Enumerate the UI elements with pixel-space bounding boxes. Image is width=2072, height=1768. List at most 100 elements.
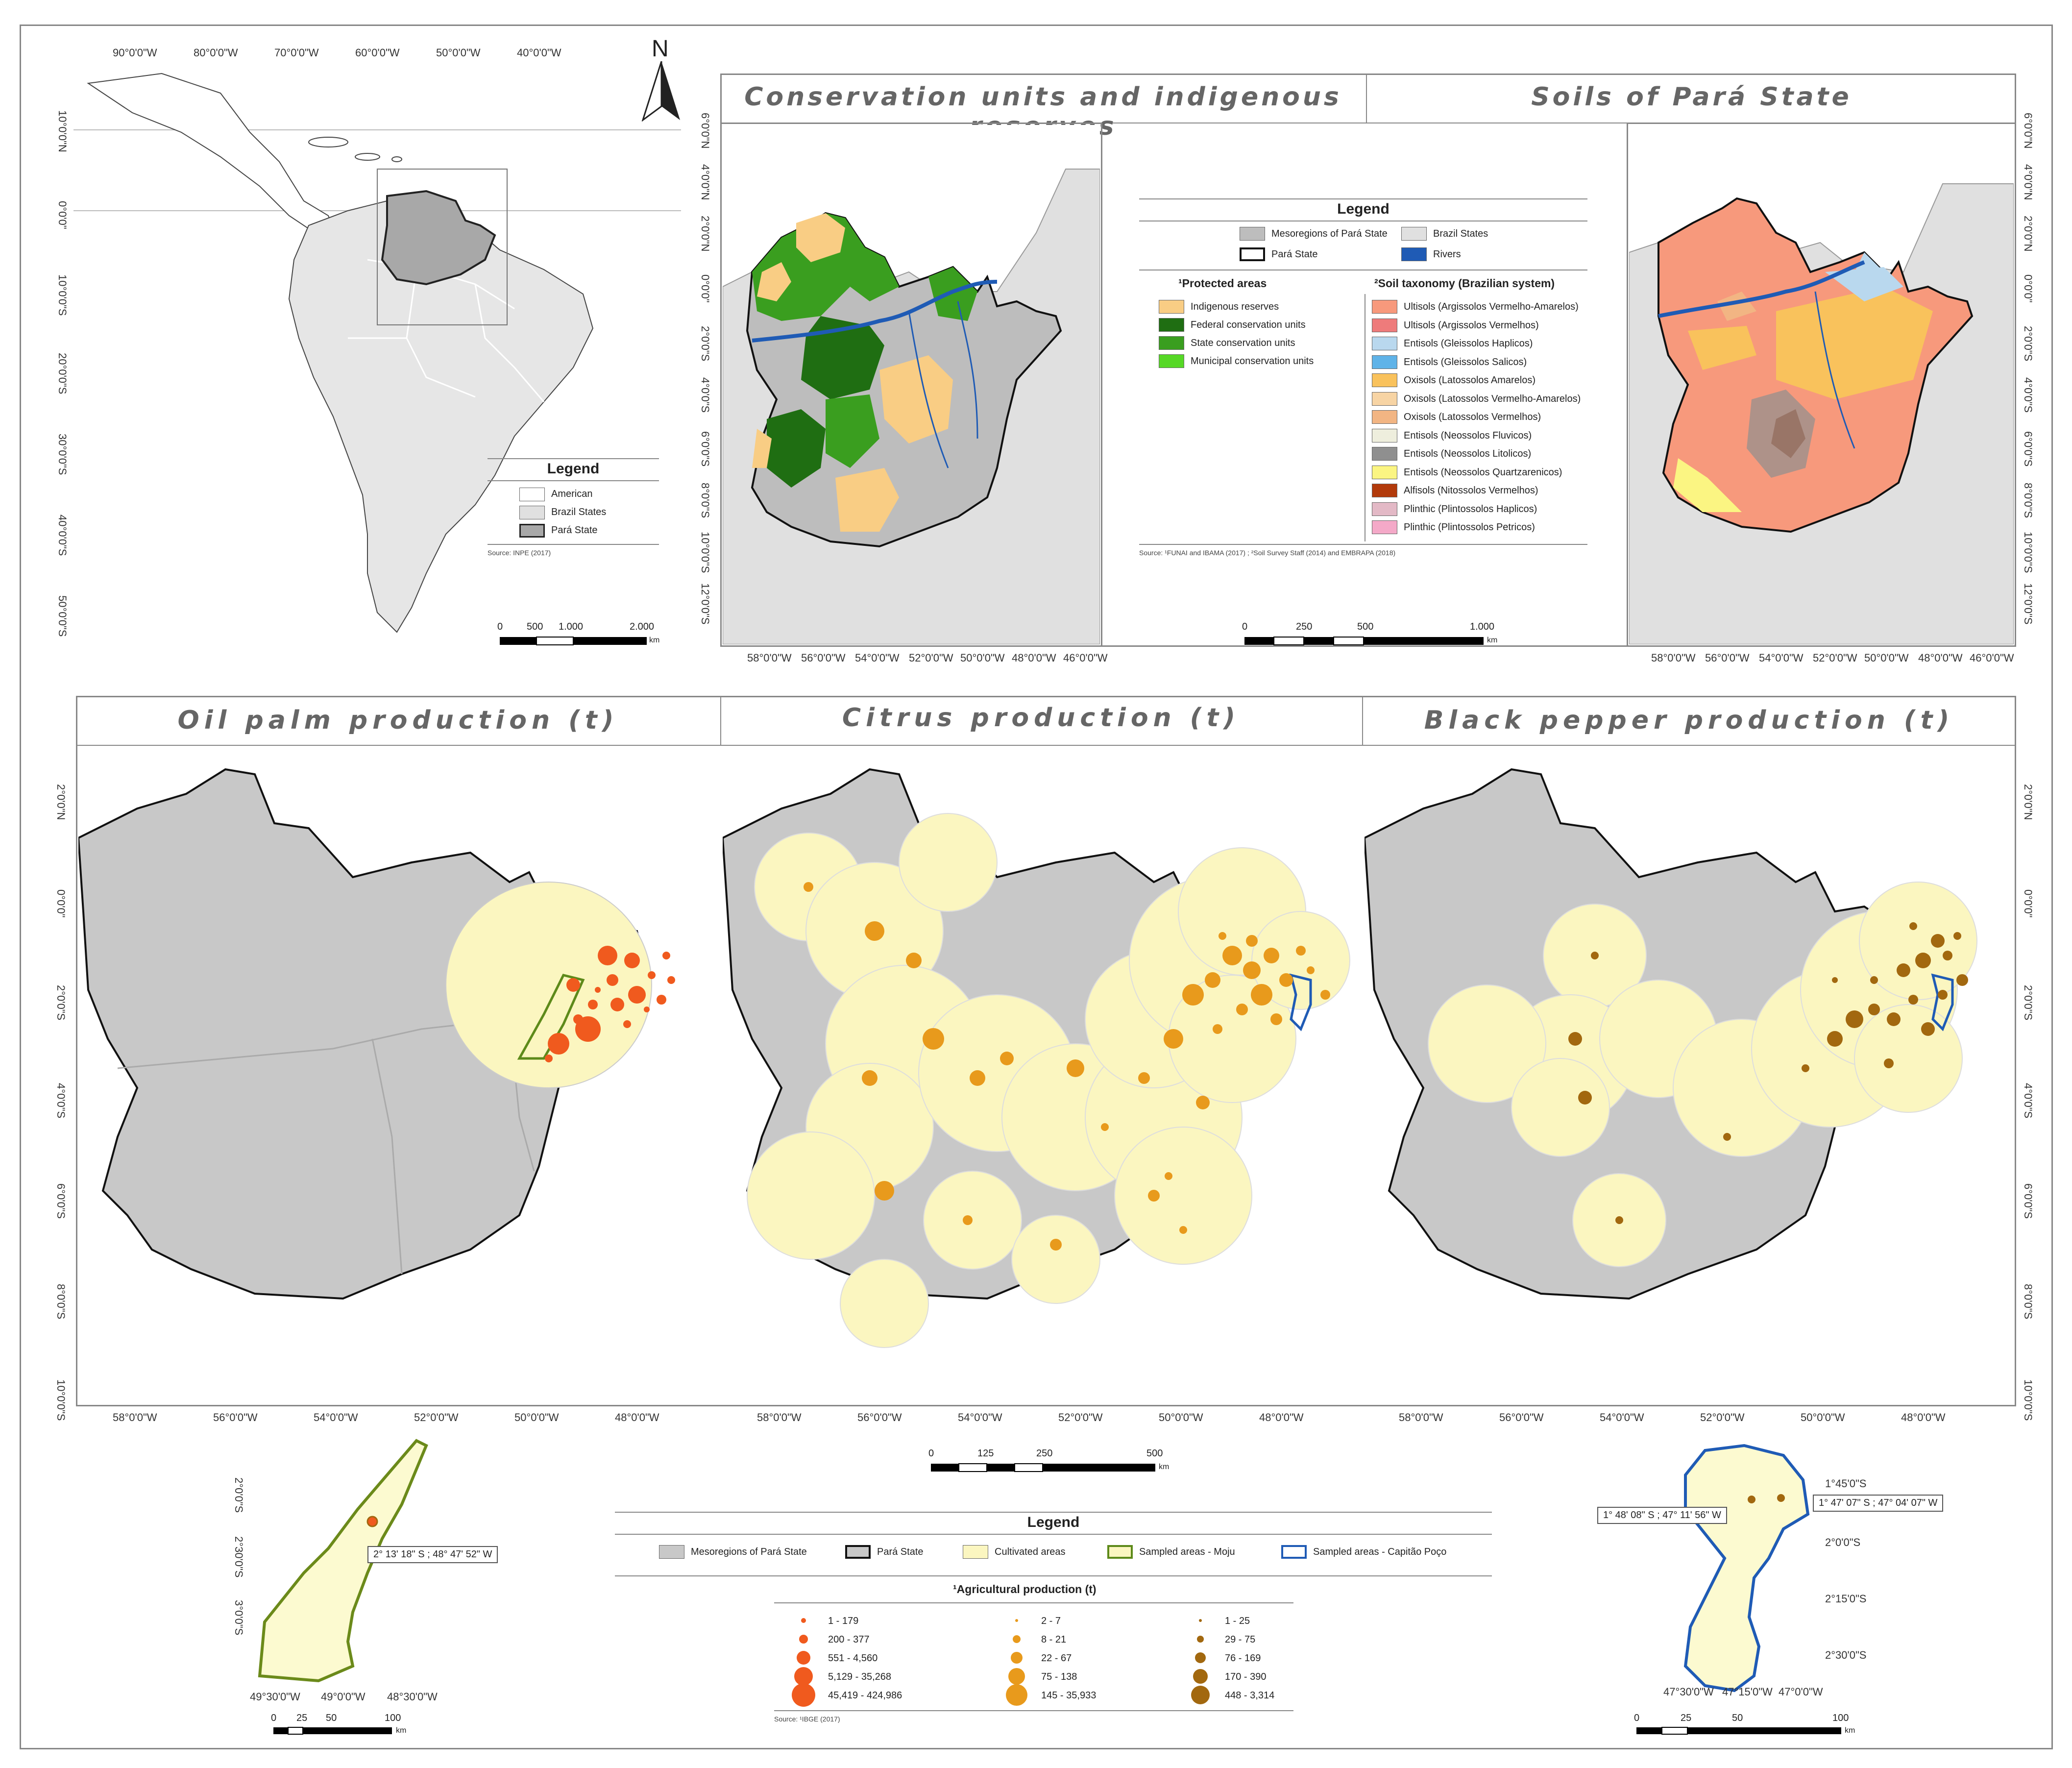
inset-lon-tick: 60°0'0"W <box>355 47 400 59</box>
capitao-swatch <box>1281 1545 1307 1559</box>
lat-tick: 10°0'0"S <box>2022 532 2034 573</box>
lon-tick: 48°0'0"W <box>1259 1411 1304 1424</box>
lat-tick: 4°0'0"S <box>2022 377 2034 413</box>
lat-tick: 6°0'0"S <box>2022 1183 2034 1219</box>
soil-swatch <box>1372 410 1397 424</box>
legend-title: Legend <box>1027 1514 1080 1530</box>
pepper-symbol <box>1195 1652 1206 1663</box>
legend-label: 1 - 25 <box>1225 1616 1250 1626</box>
scale-label: 1.000 <box>1470 621 1495 632</box>
lon-tick: 47°30'0"W <box>1663 1686 1714 1698</box>
legend-label: 551 - 4,560 <box>828 1653 878 1664</box>
lat-tick: 2°0'0"S <box>2022 326 2034 362</box>
scale-label: 0 <box>497 621 503 632</box>
oil-palm-symbol <box>792 1683 815 1707</box>
protected-areas-heading: ¹Protected areas <box>1178 277 1267 290</box>
scale-label: 1.000 <box>559 621 584 632</box>
legend-label: Ultisols (Argissolos Vermelhos) <box>1404 319 1539 331</box>
pepper-title: Black pepper production (t) <box>1424 706 1954 735</box>
lon-tick: 54°0'0"W <box>855 652 900 664</box>
soil-swatch <box>1372 337 1397 350</box>
scale-label: 50 <box>1732 1713 1743 1723</box>
lat-tick: 12°0'0"S <box>699 583 711 625</box>
lat-tick: 10°0'0"S <box>2022 1379 2034 1421</box>
moju-inset-map <box>258 1439 428 1683</box>
lon-tick: 46°0'0"W <box>1063 652 1108 664</box>
inset-lon-tick: 80°0'0"W <box>194 47 238 59</box>
inset-lon-tick: 90°0'0"W <box>113 47 157 59</box>
source-note: Source: ¹FUNAI and IBAMA (2017) ; ²Soil … <box>1139 549 1396 557</box>
scale-label: 0 <box>1242 621 1248 632</box>
scale-label: 250 <box>1036 1448 1053 1459</box>
title-divider <box>1366 74 1367 123</box>
lat-tick: 0°0'0" <box>2022 274 2034 303</box>
lon-tick: 56°0'0"W <box>1499 1411 1544 1424</box>
rivers-swatch <box>1401 247 1427 261</box>
page-frame <box>20 25 2053 1749</box>
lat-tick: 2°0'0"N <box>2022 216 2034 252</box>
moju-swatch <box>1107 1545 1133 1559</box>
citrus-symbol <box>1011 1652 1023 1664</box>
soil-swatch <box>1372 465 1397 479</box>
legend-label: Plinthic (Plintossolos Petricos) <box>1404 522 1535 533</box>
legend-label: Entisols (Gleissolos Salicos) <box>1404 356 1527 368</box>
soil-swatch <box>1372 392 1397 406</box>
protected-swatch <box>1159 318 1184 332</box>
soil-swatch <box>1372 428 1397 442</box>
lat-tick: 4°0'0"N <box>2022 164 2034 200</box>
lat-tick: 0°0'0" <box>699 274 711 303</box>
legend-label: Federal conservation units <box>1191 319 1306 330</box>
lat-tick: 2°0'0"S <box>233 1477 245 1513</box>
soil-swatch <box>1372 520 1397 534</box>
legend-divider <box>774 1602 1293 1603</box>
lat-tick: 2°0'0"N <box>55 784 67 820</box>
title-underline <box>76 745 2016 746</box>
brazil-states-swatch <box>1401 227 1427 241</box>
scale-label: 2.000 <box>630 621 655 632</box>
lon-tick: 52°0'0"W <box>1700 1411 1745 1424</box>
pepper-symbol <box>1197 1636 1204 1643</box>
legend-label: Municipal conservation units <box>1191 356 1314 367</box>
capitao-coordinate-callout-left: 1° 48' 08" S ; 47° 11' 56" W <box>1597 1507 1727 1524</box>
lon-tick: 48°0'0"W <box>1012 652 1056 664</box>
soils-map <box>1629 125 2014 644</box>
lat-tick: 6°0'0"S <box>55 1183 67 1219</box>
lat-tick: 2°0'0"N <box>2022 784 2034 820</box>
protected-swatch <box>1159 336 1184 350</box>
lon-tick: 58°0'0"W <box>113 1411 157 1424</box>
legend-label: 22 - 67 <box>1041 1653 1072 1664</box>
lat-tick: 4°0'0"S <box>2022 1083 2034 1119</box>
lon-tick: 46°0'0"W <box>1970 652 2014 664</box>
lat-tick: 2°0'0"S <box>2022 985 2034 1021</box>
pepper-symbol <box>1191 1686 1210 1704</box>
scale-label: 0 <box>271 1713 277 1723</box>
lon-tick: 50°0'0"W <box>960 652 1005 664</box>
scale-bar-svg <box>931 1463 1155 1472</box>
lon-tick: 47°15'0"W <box>1722 1686 1773 1698</box>
legend-label: Oxisols (Latossolos Vermelhos) <box>1404 412 1541 422</box>
lat-tick: 8°0'0"S <box>699 483 711 518</box>
soil-taxonomy-heading: ²Soil taxonomy (Brazilian system) <box>1374 277 1555 290</box>
lon-tick: 50°0'0"W <box>514 1411 559 1424</box>
oil-palm-symbol <box>794 1667 813 1686</box>
brazil-states-swatch <box>519 506 545 519</box>
lat-tick: 0°0'0" <box>2022 889 2034 918</box>
legend-label: Sampled areas - Capitão Poço <box>1313 1547 1447 1557</box>
legend-divider <box>1139 544 1587 545</box>
lat-tick: 0°0'0" <box>55 889 67 918</box>
lat-tick: 2°0'0"N <box>699 216 711 252</box>
legend-label: Indigenous reserves <box>1191 301 1279 312</box>
lon-tick: 50°0'0"W <box>1864 652 1909 664</box>
lat-tick: 6°0'0"N <box>2022 113 2034 149</box>
scale-label: 0 <box>928 1448 934 1459</box>
bottom-panel-frame <box>76 696 2016 1406</box>
soil-swatch <box>1372 318 1397 332</box>
citrus-symbol <box>1006 1684 1027 1706</box>
lon-tick: 56°0'0"W <box>857 1411 902 1424</box>
oil-palm-map <box>78 768 675 1300</box>
capitao-inset-map <box>1683 1444 1810 1693</box>
legend-label: Entisols (Neossolos Quartzarenicos) <box>1404 467 1562 478</box>
scale-bar-svg <box>1244 637 1484 645</box>
scale-label: 100 <box>385 1713 401 1723</box>
lat-tick: 4°0'0"S <box>699 377 711 413</box>
